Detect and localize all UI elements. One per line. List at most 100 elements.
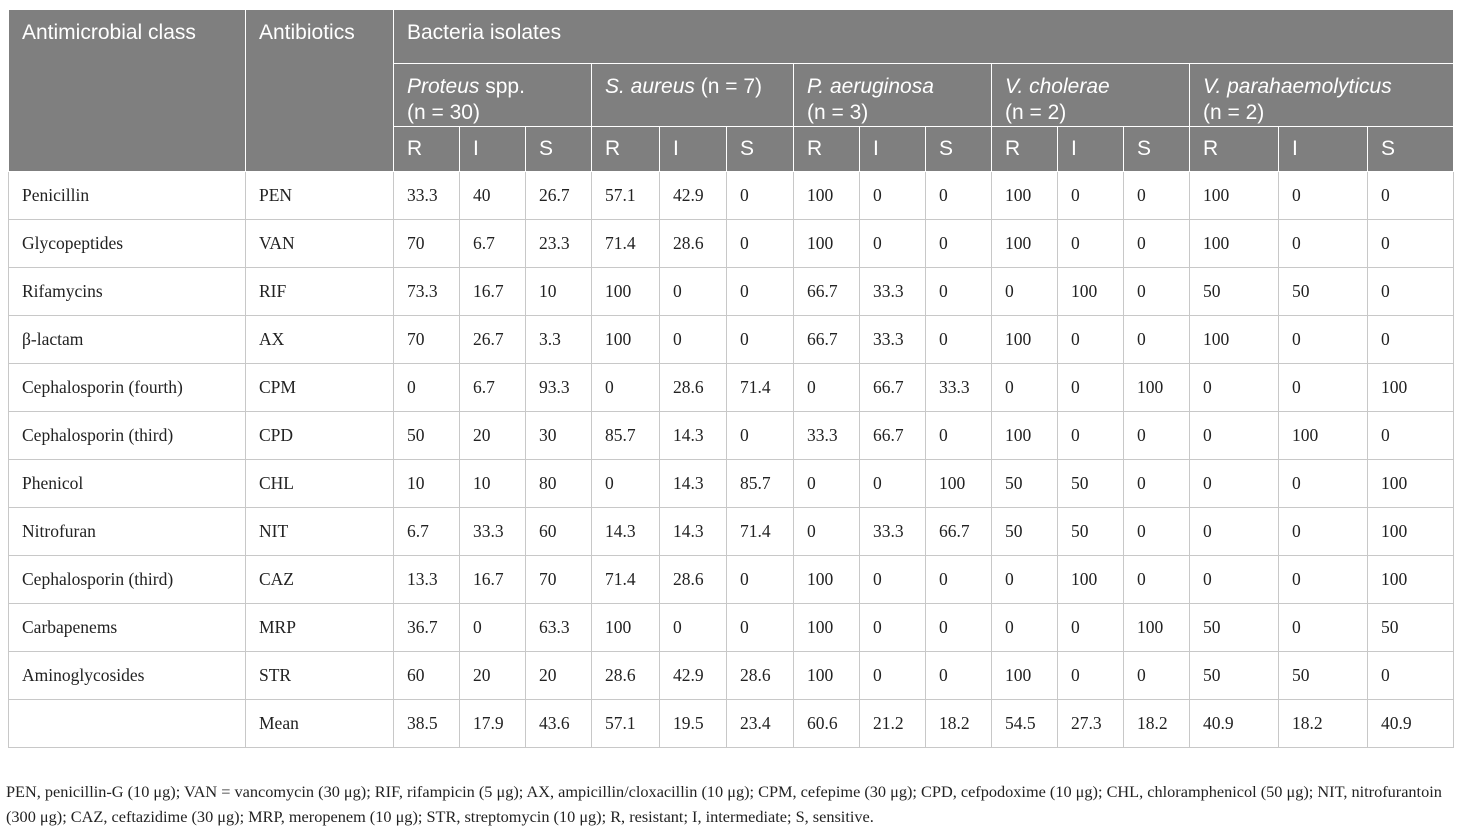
value-cell: 93.3: [525, 363, 592, 412]
value-cell: 57.1: [591, 699, 660, 748]
value-cell: 0: [1123, 411, 1190, 460]
species-name: V. cholerae: [1005, 75, 1110, 98]
value-cell: 33.3: [859, 315, 926, 364]
table-footnote: PEN, penicillin-G (10 μg); VAN = vancomy…: [6, 782, 1442, 826]
class-cell: Nitrofuran: [8, 507, 246, 556]
value-cell: 0: [659, 315, 727, 364]
value-cell: 80: [525, 459, 592, 508]
value-cell: 66.7: [859, 363, 926, 412]
value-cell: 18.2: [925, 699, 992, 748]
value-cell: 0: [1278, 603, 1368, 652]
header-bacteria-isolates: Bacteria isolates: [392, 9, 1455, 64]
species-name: Proteus: [407, 75, 480, 98]
table-body: Penicillin PEN 33.3 40 26.7 57.1 42.9 0 100 0 0 100…: [8, 171, 1455, 748]
value-cell: 14.3: [659, 459, 727, 508]
value-cell: 0: [1189, 459, 1279, 508]
value-cell: 70: [393, 315, 460, 364]
value-cell: 0: [1057, 411, 1124, 460]
sub-header-cell: R: [793, 126, 860, 172]
value-cell: 100: [793, 171, 860, 220]
value-cell: 50: [991, 459, 1058, 508]
value-cell: 0: [1278, 171, 1368, 220]
value-cell: 100: [1123, 603, 1190, 652]
value-cell: 0: [859, 219, 926, 268]
sub-header-cell: I: [659, 126, 727, 172]
header-species: V. parahaemolyticus (n = 2): [1188, 63, 1455, 127]
value-cell: 57.1: [591, 171, 660, 220]
antibiotic-cell: Mean: [245, 699, 394, 748]
value-cell: 100: [1366, 507, 1455, 556]
value-cell: 18.2: [1123, 699, 1190, 748]
value-cell: 0: [726, 603, 794, 652]
value-cell: 0: [1366, 267, 1455, 316]
value-cell: 70: [393, 219, 460, 268]
table-row: Cephalosporin (third) CAZ 13.3 16.7 70 71.4 28…: [8, 555, 1455, 604]
value-cell: 0: [991, 555, 1058, 604]
value-cell: 0: [1366, 411, 1455, 460]
table-row: Cephalosporin (third) CPD 50 20 30 85.7 14.3 0 3…: [8, 411, 1455, 460]
class-cell: Cephalosporin (fourth): [8, 363, 246, 412]
value-cell: 60: [525, 507, 592, 556]
table-row: Glycopeptides VAN 70 6.7 23.3 71.4 28.6 0 100 0 0 1…: [8, 219, 1455, 268]
value-cell: 0: [991, 603, 1058, 652]
antibiotic-cell: CHL: [245, 459, 394, 508]
value-cell: 85.7: [726, 459, 794, 508]
value-cell: 0: [659, 603, 727, 652]
class-cell: Rifamycins: [8, 267, 246, 316]
class-cell: Carbapenems: [8, 603, 246, 652]
value-cell: 100: [1057, 267, 1124, 316]
value-cell: 0: [859, 555, 926, 604]
value-cell: 100: [991, 411, 1058, 460]
value-cell: 54.5: [991, 699, 1058, 748]
value-cell: 0: [1189, 411, 1279, 460]
value-cell: 33.3: [859, 507, 926, 556]
sub-header-cell: S: [1366, 126, 1455, 172]
antibiotic-cell: AX: [245, 315, 394, 364]
value-cell: 14.3: [659, 507, 727, 556]
value-cell: 100: [1366, 363, 1455, 412]
antibiotic-cell: CPM: [245, 363, 394, 412]
value-cell: 100: [793, 603, 860, 652]
value-cell: 100: [1189, 219, 1279, 268]
value-cell: 0: [1057, 363, 1124, 412]
class-cell: [8, 699, 246, 748]
value-cell: 23.3: [525, 219, 592, 268]
header-antibiotics: Antibiotics: [245, 9, 394, 172]
value-cell: 43.6: [525, 699, 592, 748]
value-cell: 0: [1278, 363, 1368, 412]
value-cell: 33.3: [459, 507, 526, 556]
value-cell: 0: [925, 411, 992, 460]
value-cell: 33.3: [793, 411, 860, 460]
antibiotic-cell: PEN: [245, 171, 394, 220]
value-cell: 0: [726, 411, 794, 460]
value-cell: 0: [393, 363, 460, 412]
value-cell: 17.9: [459, 699, 526, 748]
species-suffix: spp.: [479, 75, 525, 98]
class-cell: Cephalosporin (third): [8, 411, 246, 460]
value-cell: 100: [591, 315, 660, 364]
table-header: Antimicrobial class Antibiotics Bacteria…: [8, 9, 1455, 172]
value-cell: 0: [1057, 651, 1124, 700]
value-cell: 0: [925, 219, 992, 268]
value-cell: 100: [793, 651, 860, 700]
antibiotic-cell: RIF: [245, 267, 394, 316]
sub-header-cell: I: [1057, 126, 1124, 172]
value-cell: 28.6: [726, 651, 794, 700]
table-row: Rifamycins RIF 73.3 16.7 10 100 0 0 66.7 33.3 0 0 10…: [8, 267, 1455, 316]
value-cell: 100: [1366, 555, 1455, 604]
class-cell: β-lactam: [8, 315, 246, 364]
value-cell: 40.9: [1366, 699, 1455, 748]
value-cell: 66.7: [925, 507, 992, 556]
value-cell: 0: [859, 459, 926, 508]
value-cell: 100: [991, 219, 1058, 268]
value-cell: 0: [591, 363, 660, 412]
value-cell: 0: [726, 555, 794, 604]
value-cell: 100: [991, 651, 1058, 700]
antibiotic-cell: VAN: [245, 219, 394, 268]
sub-header-cell: I: [859, 126, 926, 172]
sub-header-cell: R: [591, 126, 660, 172]
value-cell: 50: [1189, 603, 1279, 652]
value-cell: 21.2: [859, 699, 926, 748]
value-cell: 42.9: [659, 171, 727, 220]
value-cell: 0: [793, 459, 860, 508]
